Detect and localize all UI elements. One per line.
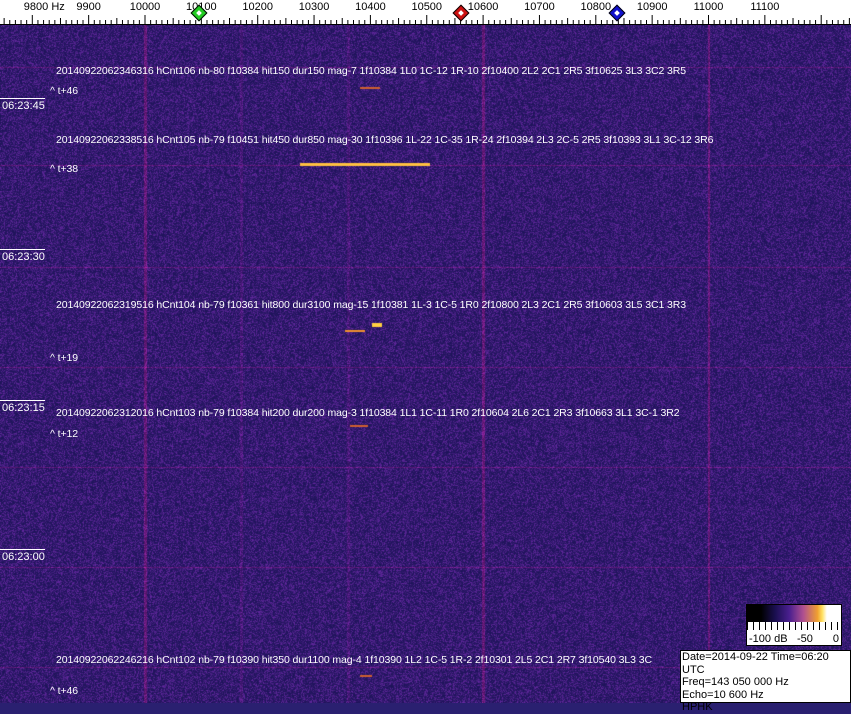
event-text: 20140922062312016 hCnt103 nb-79 f10384 h… <box>56 407 679 419</box>
colorbar-gradient <box>747 605 841 622</box>
event-text: 20140922062338516 hCnt105 nb-79 f10451 h… <box>56 134 713 146</box>
x-tick-label: 10900 <box>637 1 668 13</box>
x-tick-label: 10200 <box>242 1 273 13</box>
event-text: 20140922062319516 hCnt104 nb-79 f10361 h… <box>56 299 686 311</box>
colorbar-label: 0 <box>833 633 839 645</box>
event-offset: ^ t+46 <box>50 85 78 97</box>
time-label: 06:23:45 <box>0 98 45 112</box>
event-offset: ^ t+46 <box>50 685 78 697</box>
event-offset: ^ t+38 <box>50 163 78 175</box>
waterfall-spectrogram[interactable] <box>0 25 851 703</box>
event-offset: ^ t+12 <box>50 428 78 440</box>
x-tick-label: 10300 <box>299 1 330 13</box>
x-tick-label: 10600 <box>468 1 499 13</box>
info-echo: Echo=10 600 Hz <box>682 689 850 702</box>
event-text: 20140922062246216 hCnt102 nb-79 f10390 h… <box>56 654 652 666</box>
time-label: 06:23:15 <box>0 400 45 414</box>
colorbar: -100 dB -50 0 <box>746 604 842 646</box>
event-offset: ^ t+19 <box>50 352 78 364</box>
frequency-axis: 9800 Hz990010000101001020010300104001050… <box>0 0 851 25</box>
x-tick-label: 11100 <box>750 1 779 13</box>
x-tick-label: 9900 <box>76 1 100 13</box>
event-text: 20140922062346316 hCnt106 nb-80 f10384 h… <box>56 65 686 77</box>
x-tick-label: 10700 <box>524 1 555 13</box>
info-date: Date=2014-09-22 Time=06:20 UTC <box>682 651 850 676</box>
x-tick-label: 11000 <box>694 1 724 13</box>
x-tick-label: 10500 <box>411 1 442 13</box>
x-tick-label: 9800 Hz <box>24 1 65 13</box>
x-tick-label: 10400 <box>355 1 386 13</box>
info-freq: Freq=143 050 000 Hz <box>682 676 850 689</box>
x-tick-label: 10800 <box>581 1 612 13</box>
colorbar-ticks <box>747 622 841 630</box>
time-label: 06:23:00 <box>0 549 45 563</box>
time-label: 06:23:30 <box>0 249 45 263</box>
info-box: Date=2014-09-22 Time=06:20 UTC Freq=143 … <box>680 650 851 703</box>
x-tick-label: 10000 <box>130 1 161 13</box>
colorbar-label: -100 dB <box>749 633 788 645</box>
colorbar-label: -50 <box>797 633 813 645</box>
